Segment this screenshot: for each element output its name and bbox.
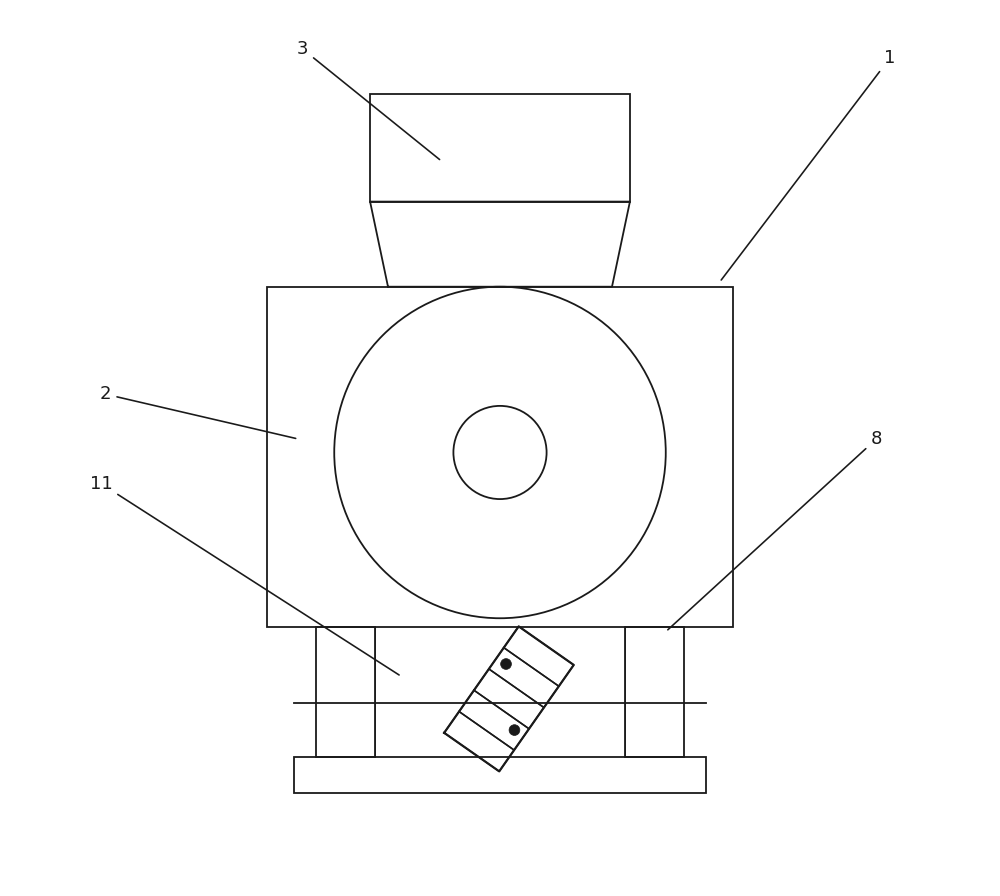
Text: 11: 11	[90, 475, 399, 675]
Bar	[370, 94, 630, 202]
Bar	[316, 627, 375, 757]
Circle shape	[509, 725, 520, 736]
Text: 3: 3	[297, 40, 440, 159]
Bar	[625, 627, 684, 757]
Circle shape	[501, 659, 511, 669]
Bar	[294, 757, 706, 793]
Text: 8: 8	[668, 430, 882, 630]
Text: 1: 1	[721, 49, 895, 280]
Text: 2: 2	[100, 385, 296, 438]
Bar	[267, 287, 733, 627]
